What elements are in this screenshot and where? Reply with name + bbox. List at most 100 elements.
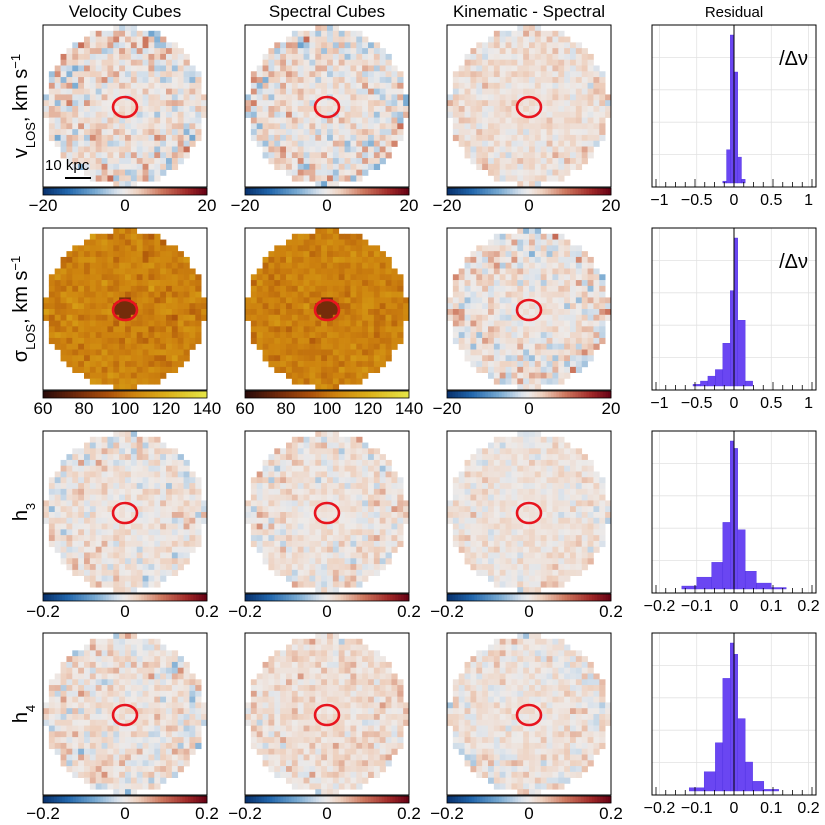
heatmap-cell bbox=[297, 262, 304, 269]
heatmap-cell bbox=[125, 53, 132, 61]
colorbar-segment bbox=[272, 188, 276, 195]
heatmap-cell bbox=[107, 355, 114, 362]
heatmap-cell bbox=[356, 100, 363, 107]
heatmap-cell bbox=[511, 245, 518, 252]
heatmap-cell bbox=[101, 540, 108, 548]
heatmap-cell bbox=[309, 465, 316, 472]
heatmap-cell bbox=[43, 506, 50, 513]
heatmap-cell bbox=[154, 343, 161, 350]
heatmap-cell bbox=[66, 361, 73, 368]
heatmap-cell bbox=[470, 65, 477, 72]
heatmap-cell bbox=[95, 581, 102, 588]
heatmap-cell bbox=[125, 361, 132, 368]
heatmap-cell bbox=[321, 65, 328, 72]
heatmap-cell bbox=[119, 332, 126, 339]
heatmap-cell bbox=[154, 552, 161, 559]
heatmap-cell bbox=[493, 152, 501, 159]
heatmap-cell bbox=[160, 546, 167, 553]
heatmap-cell bbox=[291, 262, 299, 269]
heatmap-cell bbox=[183, 535, 190, 542]
colorbar-segment bbox=[130, 594, 134, 601]
heatmap-cell bbox=[195, 506, 202, 513]
heatmap-cell bbox=[177, 285, 184, 292]
heatmap-cell bbox=[356, 94, 363, 101]
heatmap-cell bbox=[315, 169, 322, 176]
colorbar-segment bbox=[97, 188, 101, 195]
heatmap-cell bbox=[142, 239, 149, 246]
heatmap-cell bbox=[552, 320, 559, 327]
heatmap-cell bbox=[280, 454, 287, 461]
colorbar-tick-label: 20 bbox=[602, 196, 621, 215]
heatmap-cell bbox=[303, 152, 310, 159]
heatmap-cell bbox=[570, 100, 577, 107]
heatmap-cell bbox=[482, 152, 489, 159]
heatmap-cell bbox=[154, 123, 161, 130]
heatmap-cell bbox=[523, 355, 530, 362]
heatmap-cell bbox=[125, 314, 132, 321]
heatmap-frame bbox=[42, 227, 208, 391]
heatmap-cell bbox=[397, 488, 404, 495]
heatmap-cell bbox=[84, 314, 91, 321]
heatmap-cell bbox=[148, 494, 155, 501]
heatmap-cell bbox=[488, 262, 495, 269]
heatmap-cell bbox=[476, 309, 483, 316]
heatmap-cell bbox=[338, 88, 345, 95]
heatmap-cell bbox=[523, 233, 530, 240]
heatmap-cell bbox=[303, 494, 310, 501]
colorbar-segment bbox=[174, 594, 178, 601]
heatmap-cell bbox=[280, 117, 287, 124]
heatmap-cell bbox=[113, 117, 120, 124]
heatmap-cell bbox=[379, 500, 386, 507]
heatmap-cell bbox=[113, 77, 120, 84]
heatmap-cell bbox=[482, 251, 489, 258]
colorbar-segment bbox=[171, 188, 175, 195]
heatmap-cell bbox=[476, 140, 483, 147]
heatmap-cell bbox=[107, 280, 114, 287]
heatmap-cell bbox=[274, 477, 281, 484]
heatmap-cell bbox=[48, 129, 56, 136]
heatmap-cell bbox=[529, 337, 536, 345]
heatmap-cell bbox=[540, 262, 547, 269]
heatmap-cell bbox=[286, 245, 293, 252]
heatmap-frame bbox=[42, 24, 208, 188]
heatmap-cell bbox=[54, 529, 61, 536]
heatmap-cell bbox=[350, 111, 357, 118]
heatmap-cell bbox=[136, 285, 143, 292]
heatmap-cell bbox=[101, 152, 108, 159]
heatmap-cell bbox=[570, 158, 577, 165]
heatmap-cell bbox=[587, 314, 594, 321]
heatmap-cell bbox=[177, 546, 184, 553]
heatmap-cell bbox=[66, 100, 73, 107]
heatmap-cell bbox=[558, 251, 565, 258]
heatmap-cell bbox=[130, 280, 138, 287]
heatmap-cell bbox=[142, 378, 149, 385]
heatmap-cell bbox=[166, 42, 173, 49]
heatmap-cell bbox=[130, 431, 138, 438]
heatmap-cell bbox=[262, 262, 269, 269]
heatmap-cell bbox=[605, 314, 612, 321]
heatmap-cell bbox=[540, 88, 547, 95]
heatmap-cell bbox=[286, 349, 293, 356]
heatmap-cell bbox=[540, 140, 547, 147]
heatmap-cell bbox=[113, 546, 120, 553]
heatmap-cell bbox=[291, 454, 299, 461]
heatmap-cell bbox=[245, 111, 252, 118]
heatmap-cell bbox=[523, 36, 530, 43]
heatmap-cell bbox=[523, 337, 530, 345]
heatmap-cell bbox=[72, 314, 79, 321]
heatmap-cell bbox=[552, 349, 559, 356]
heatmap-cell bbox=[362, 36, 369, 43]
heatmap-cell bbox=[113, 106, 120, 113]
heatmap-cell bbox=[350, 88, 357, 95]
heatmap-cell bbox=[511, 309, 518, 316]
heatmap-cell bbox=[476, 262, 483, 269]
heatmap-cell bbox=[84, 546, 91, 553]
heatmap-cell bbox=[78, 320, 85, 327]
heatmap-cell bbox=[499, 117, 506, 124]
heatmap-cell bbox=[315, 106, 322, 113]
heatmap-cell bbox=[78, 506, 85, 513]
heatmap-cell bbox=[148, 274, 155, 281]
heatmap-cell bbox=[546, 129, 553, 136]
heatmap-cell bbox=[517, 378, 524, 385]
heatmap-cell bbox=[195, 320, 202, 327]
